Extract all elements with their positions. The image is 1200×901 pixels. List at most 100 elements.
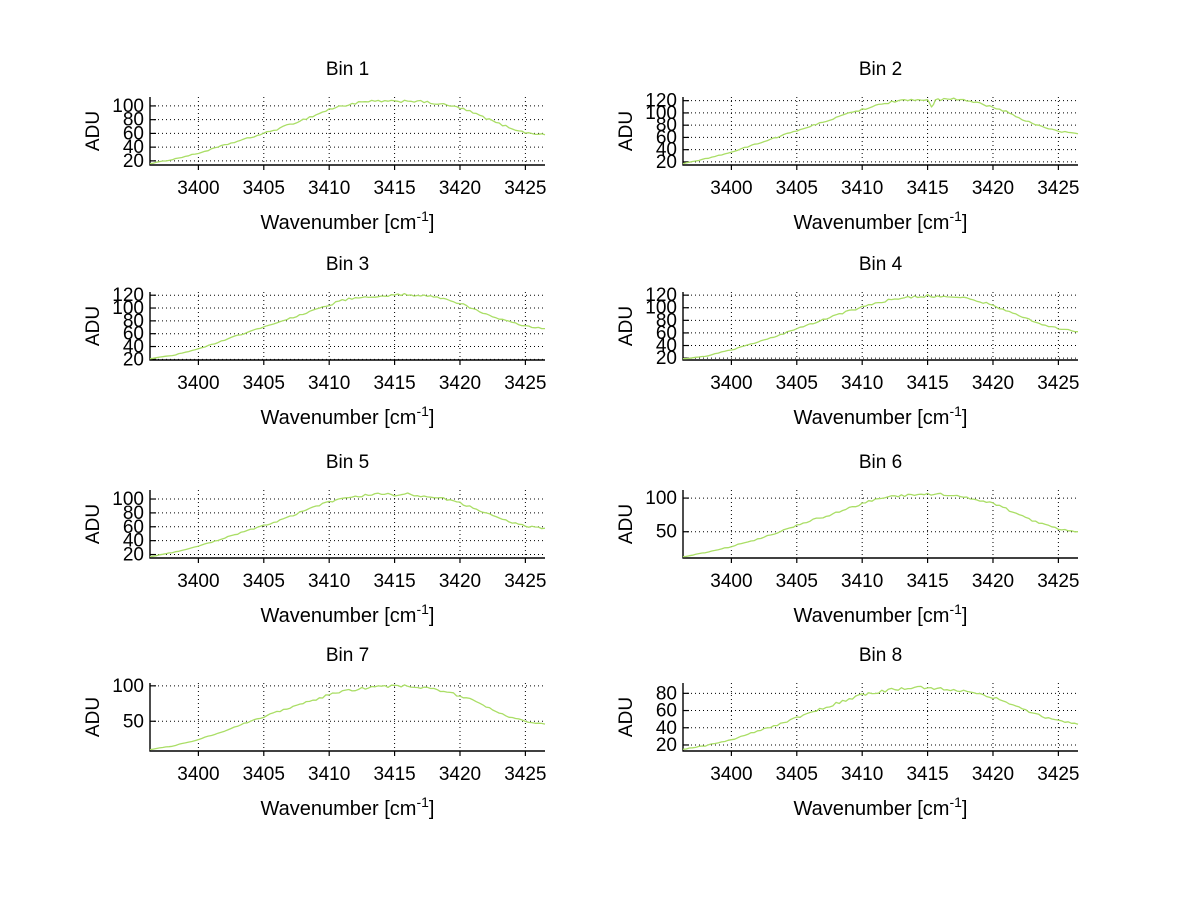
x-tick-label: 3400 — [710, 373, 752, 394]
subplot-bin-2: 3400 3405 3410 3415 3420 3425 20 40 60 80 100 120 Bi… — [588, 50, 1128, 250]
x-tick-label: 3425 — [504, 571, 546, 592]
x-tick-label: 3400 — [177, 373, 219, 394]
y-tick-label: 80 — [123, 110, 144, 131]
y-tick-label: 60 — [123, 517, 144, 538]
x-tick-label: 3420 — [439, 764, 481, 785]
y-tick-label: 60 — [656, 323, 677, 344]
x-tick-label: 3425 — [1037, 764, 1079, 785]
y-tick-label: 50 — [656, 522, 677, 543]
subplot-title: Bin 4 — [859, 254, 903, 275]
x-tick-label: 3400 — [177, 764, 219, 785]
y-tick-label: 80 — [656, 115, 677, 136]
x-tick-label: 3405 — [776, 178, 818, 199]
x-tick-label: 3420 — [972, 571, 1014, 592]
subplot-svg-6: 3400 3405 3410 3415 3420 3425 50 100 Bin 6 Wavenu… — [616, 452, 1080, 627]
data-line — [682, 685, 1079, 750]
y-tick-label: 40 — [656, 718, 677, 739]
y-tick-label: 100 — [112, 96, 144, 117]
subplot-bin-3: 3400 3405 3410 3415 3420 3425 20 40 60 80 100 120 Bi… — [55, 245, 595, 445]
y-axis-label: ADU — [616, 306, 637, 346]
y-tick-label: 120 — [645, 285, 677, 306]
x-tick-label: 3405 — [243, 571, 285, 592]
x-tick-label: 3400 — [177, 571, 219, 592]
x-axis-label: Wavenumber [cm-1] — [794, 601, 968, 627]
data-line — [682, 97, 1079, 165]
x-tick-label: 3425 — [1037, 571, 1079, 592]
subplot-title: Bin 3 — [326, 254, 369, 275]
data-line — [149, 292, 545, 360]
y-tick-label: 100 — [112, 298, 144, 319]
y-axis-label: ADU — [616, 111, 637, 151]
y-tick-label: 40 — [123, 337, 144, 358]
x-tick-label: 3415 — [373, 178, 415, 199]
y-tick-label: 100 — [645, 103, 677, 124]
y-tick-label: 40 — [656, 140, 677, 161]
subplot-bin-8: 3400 3405 3410 3415 3420 3425 20 40 60 80 Bin 8 Wav… — [588, 636, 1128, 836]
x-tick-label: 3420 — [439, 571, 481, 592]
x-tick-label: 3410 — [841, 178, 883, 199]
x-tick-label: 3410 — [308, 178, 350, 199]
data-line — [149, 99, 546, 165]
y-tick-label: 60 — [123, 123, 144, 144]
y-tick-label: 60 — [656, 127, 677, 148]
y-tick-label: 100 — [112, 676, 144, 697]
x-tick-label: 3400 — [710, 764, 752, 785]
subplot-title: Bin 1 — [326, 59, 369, 80]
x-tick-label: 3400 — [710, 571, 752, 592]
x-tick-label: 3425 — [504, 764, 546, 785]
subplot-title: Bin 7 — [326, 645, 369, 666]
data-line — [149, 684, 546, 751]
x-tick-label: 3420 — [972, 373, 1014, 394]
y-tick-label: 60 — [123, 324, 144, 345]
x-tick-label: 3415 — [373, 571, 415, 592]
x-tick-label: 3405 — [243, 178, 285, 199]
subplot-bin-6: 3400 3405 3410 3415 3420 3425 50 100 Bin 6 Wavenu… — [588, 443, 1128, 643]
x-axis-label: Wavenumber [cm-1] — [794, 208, 968, 234]
x-tick-label: 3425 — [504, 178, 546, 199]
y-axis-label: ADU — [83, 504, 104, 544]
data-line — [682, 293, 1079, 360]
subplot-bin-7: 3400 3405 3410 3415 3420 3425 50 100 Bin 7 Wavenu… — [55, 636, 595, 836]
x-tick-label: 3415 — [906, 571, 948, 592]
y-tick-label: 40 — [656, 336, 677, 357]
x-tick-label: 3410 — [841, 571, 883, 592]
subplot-bin-4: 3400 3405 3410 3415 3420 3425 20 40 60 80 100 120 Bi… — [588, 245, 1128, 445]
x-tick-label: 3405 — [776, 764, 818, 785]
x-tick-label: 3415 — [373, 373, 415, 394]
y-tick-label: 20 — [656, 152, 677, 173]
x-tick-label: 3415 — [373, 764, 415, 785]
y-tick-label: 80 — [656, 310, 677, 331]
y-tick-label: 20 — [123, 349, 144, 370]
x-tick-label: 3410 — [308, 373, 350, 394]
y-tick-label: 20 — [123, 151, 144, 172]
y-axis-label: ADU — [83, 306, 104, 346]
y-axis-label: ADU — [616, 504, 637, 544]
x-tick-label: 3410 — [308, 764, 350, 785]
y-tick-label: 40 — [123, 531, 144, 552]
y-tick-label: 100 — [112, 489, 144, 510]
x-axis-label: Wavenumber [cm-1] — [261, 208, 435, 234]
y-tick-label: 20 — [656, 348, 677, 369]
y-axis-label: ADU — [616, 697, 637, 737]
x-tick-label: 3405 — [776, 571, 818, 592]
x-tick-label: 3420 — [439, 373, 481, 394]
y-tick-label: 60 — [656, 701, 677, 722]
x-tick-label: 3410 — [841, 764, 883, 785]
y-axis-label: ADU — [83, 111, 104, 151]
x-axis-label: Wavenumber [cm-1] — [794, 794, 968, 820]
x-tick-label: 3405 — [243, 373, 285, 394]
y-tick-label: 20 — [123, 545, 144, 566]
x-tick-label: 3400 — [177, 178, 219, 199]
x-tick-label: 3405 — [243, 764, 285, 785]
x-tick-label: 3425 — [504, 373, 546, 394]
subplot-title: Bin 5 — [326, 452, 369, 473]
y-tick-label: 40 — [123, 137, 144, 158]
x-axis-label: Wavenumber [cm-1] — [261, 601, 435, 627]
